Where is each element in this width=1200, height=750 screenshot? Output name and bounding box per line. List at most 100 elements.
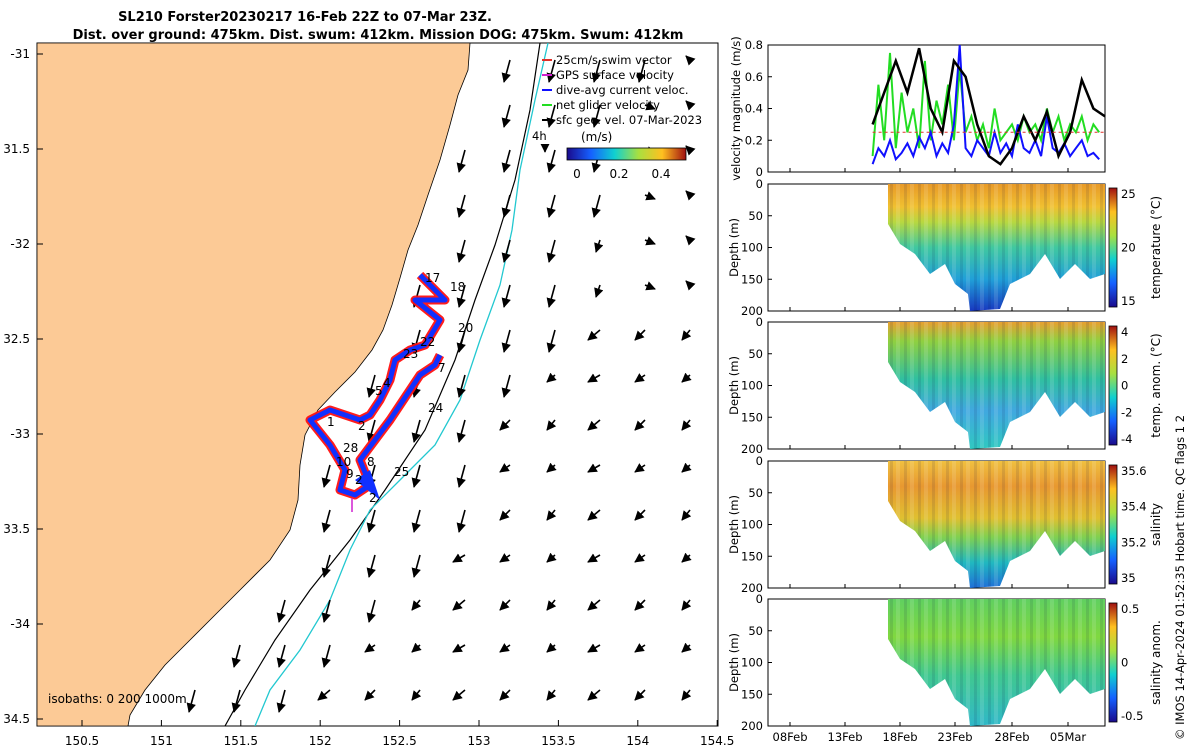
depth-tick: 200 bbox=[741, 581, 763, 595]
lon-tick-label: 154 bbox=[626, 734, 649, 748]
depth-tick: 150 bbox=[741, 687, 763, 701]
isobath-1000 bbox=[254, 43, 549, 726]
depth-tick: 50 bbox=[748, 486, 763, 500]
day-label: 9 bbox=[346, 467, 354, 481]
time-tick-label: 13Feb bbox=[828, 730, 863, 744]
section-colorbar bbox=[1108, 602, 1118, 723]
depth-tick: 150 bbox=[741, 549, 763, 563]
section-panel-salinity: 0 50 100 150 200 Depth (m) 35.6 35.4 35.2 35 salin… bbox=[727, 454, 1163, 595]
lon-tick-label: 151.5 bbox=[224, 734, 258, 748]
velocity-ytick: 0 bbox=[756, 165, 763, 179]
lon-tick-label: 150.5 bbox=[65, 734, 99, 748]
lat-tick-label: 31.5 bbox=[3, 142, 30, 156]
colorbar-tick: 25 bbox=[1121, 187, 1136, 201]
colorbar-label: temp. anom. (°C) bbox=[1149, 333, 1163, 437]
depth-tick: 0 bbox=[756, 315, 763, 329]
lat-tick-label: 32.5 bbox=[3, 332, 30, 346]
colorbar-tick: 0 bbox=[573, 167, 581, 181]
colorbar-tick: -2 bbox=[1121, 405, 1132, 419]
section-colorbar bbox=[1108, 325, 1118, 446]
day-label: 28 bbox=[343, 441, 358, 455]
depth-tick: 200 bbox=[741, 442, 763, 456]
legend-item-label: GPS surface velocity bbox=[556, 68, 674, 82]
colorbar-tick: 0.2 bbox=[609, 167, 628, 181]
colorbar-tick: 0.4 bbox=[651, 167, 670, 181]
colorbar-tick: 20 bbox=[1121, 241, 1136, 255]
lat-tick-label: -32 bbox=[10, 237, 30, 251]
colorbar-tick: 35.2 bbox=[1121, 535, 1147, 549]
day-label: 22 bbox=[420, 335, 435, 349]
depth-tick: 200 bbox=[741, 719, 763, 733]
lat-tick-label: -33 bbox=[10, 427, 30, 441]
velocity-series-line bbox=[871, 52, 1101, 157]
depth-tick: 0 bbox=[756, 592, 763, 606]
section-panel-temp_anom: 0 50 100 150 200 Depth (m) 4 2 0 -2 -4 temp. anom. … bbox=[727, 315, 1163, 456]
depth-tick: 100 bbox=[741, 241, 763, 255]
depth-tick: 100 bbox=[741, 518, 763, 532]
colorbar-tick: -4 bbox=[1121, 432, 1132, 446]
colorbar-label: (m/s) bbox=[581, 130, 612, 144]
isobath-note: isobaths: 0 200 1000m bbox=[48, 692, 187, 706]
footer-note: © IMOS 14-Apr-2024 01:52:35 Hobart time.… bbox=[1173, 415, 1187, 740]
figure-title-line2: Dist. over ground: 475km. Dist. swum: 41… bbox=[73, 28, 684, 43]
day-label: 1 bbox=[327, 415, 335, 429]
figure-title-line1: SL210 Forster20230217 16-Feb 22Z to 07-M… bbox=[118, 10, 492, 25]
depth-tick: 100 bbox=[741, 656, 763, 670]
legend-item-label: net glider velocity bbox=[556, 98, 660, 112]
day-label: 25 bbox=[394, 465, 409, 479]
velocity-ytick: 0.8 bbox=[745, 38, 763, 52]
lon-tick-label: 152 bbox=[309, 734, 332, 748]
time-tick-label: 08Feb bbox=[773, 730, 808, 744]
colorbar-tick: 35 bbox=[1121, 571, 1136, 585]
colorbar-tick: 4 bbox=[1121, 325, 1128, 339]
depth-tick: 200 bbox=[741, 304, 763, 318]
colorbar-tick: 0.5 bbox=[1121, 602, 1139, 616]
velocity-ytick: 0.2 bbox=[745, 133, 763, 147]
section-panel-sal_anom: 0 50 100 150 200 Depth (m) 0.5 0 -0.5 salinity an… bbox=[727, 592, 1163, 733]
day-label: 2 bbox=[369, 491, 377, 505]
colorbar-tick: 35.6 bbox=[1121, 464, 1147, 478]
day-label: 7 bbox=[438, 361, 446, 375]
isobath-200 bbox=[224, 43, 541, 726]
velocity-panel-frame bbox=[767, 44, 1106, 173]
velocity-series-line bbox=[871, 47, 1106, 166]
lat-tick-label: 33.5 bbox=[3, 522, 30, 536]
section-colorbar bbox=[1108, 464, 1118, 585]
day-label: 2 bbox=[355, 473, 363, 487]
day-label: 20 bbox=[458, 321, 473, 335]
lon-tick-label: 153.5 bbox=[541, 734, 575, 748]
depth-axis-label: Depth (m) bbox=[727, 218, 741, 277]
velocity-ytick: 0.6 bbox=[745, 70, 763, 84]
section-panel-temperature: 0 50 100 150 200 Depth (m) 25 20 15 temperature (… bbox=[727, 177, 1163, 318]
colorbar-label: temperature (°C) bbox=[1149, 196, 1163, 299]
depth-tick: 100 bbox=[741, 379, 763, 393]
lat-tick-label: -34 bbox=[10, 617, 30, 631]
day-label: 8 bbox=[367, 455, 375, 469]
colorbar-label: salinity bbox=[1149, 503, 1163, 546]
lat-tick-label: 34.5 bbox=[3, 712, 30, 726]
colorbar-tick: 0 bbox=[1121, 379, 1128, 393]
day-label: 5 bbox=[375, 384, 383, 398]
land-mass bbox=[37, 43, 471, 726]
day-label: 23 bbox=[403, 347, 418, 361]
glider-track bbox=[305, 271, 450, 512]
day-label: 4 bbox=[383, 376, 391, 390]
legend-item-label: sfc geo. vel. 07-Mar-2023 bbox=[556, 113, 702, 127]
colorbar-label: salinity anom. bbox=[1149, 620, 1163, 705]
day-label: 17 bbox=[425, 271, 440, 285]
colorbar-tick: 15 bbox=[1121, 294, 1136, 308]
depth-tick: 50 bbox=[748, 347, 763, 361]
depth-tick: 150 bbox=[741, 410, 763, 424]
velocity-ylabel: velocity magnitude (m/s) bbox=[729, 36, 743, 181]
legend-item-label: dive-avg current veloc. bbox=[556, 83, 689, 97]
lon-tick-label: 151 bbox=[150, 734, 173, 748]
legend-item-label: 25cm/s swim vector bbox=[556, 53, 672, 67]
day-label: 2 bbox=[358, 419, 366, 433]
lon-tick-label: 152.5 bbox=[382, 734, 416, 748]
colorbar-tick: 0 bbox=[1121, 656, 1128, 670]
colorbar-tick: -0.5 bbox=[1121, 709, 1143, 723]
